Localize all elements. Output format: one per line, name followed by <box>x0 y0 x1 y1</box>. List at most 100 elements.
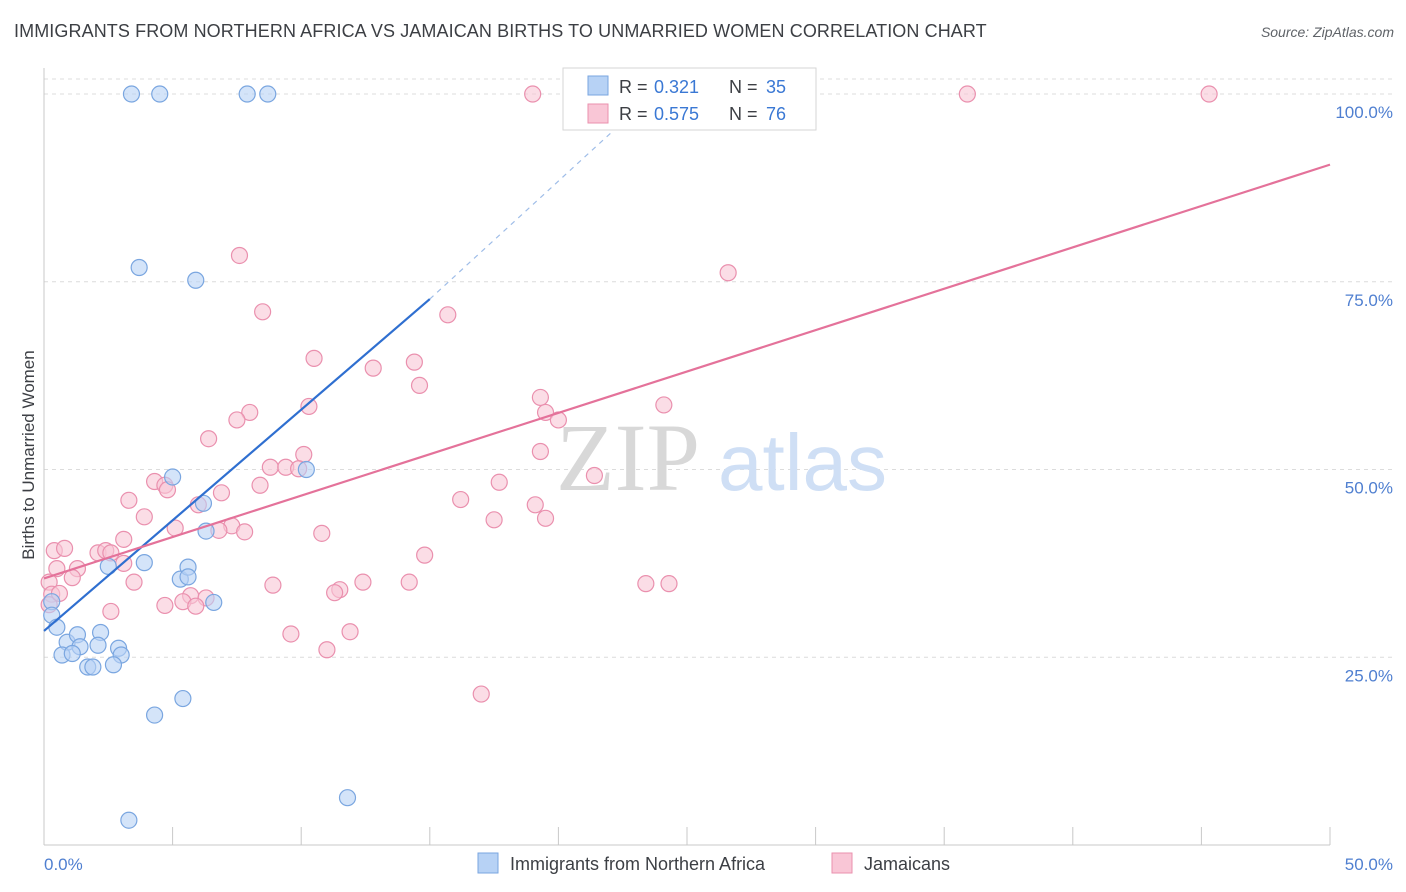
point-jamaicans <box>1200 85 1218 103</box>
point-jamaicans <box>241 403 259 422</box>
point-jamaicans <box>313 524 331 542</box>
watermark: ZIP atlas <box>556 404 887 511</box>
trend-extension-northern-africa <box>429 114 631 300</box>
legend-n-value: 35 <box>766 77 786 97</box>
point-jamaicans <box>228 411 246 429</box>
y-tick-label: 25.0% <box>1345 666 1393 685</box>
point-jamaicans <box>341 623 359 641</box>
point-jamaicans <box>439 306 457 324</box>
point-jamaicans <box>230 246 249 265</box>
point-northern-africa <box>63 644 81 663</box>
point-northern-africa <box>130 258 148 277</box>
point-jamaicans <box>326 584 344 602</box>
point-northern-africa <box>122 85 141 103</box>
y-tick-label: 50.0% <box>1345 479 1393 498</box>
point-jamaicans <box>531 442 549 461</box>
point-northern-africa <box>338 789 357 807</box>
point-northern-africa <box>89 636 107 654</box>
point-jamaicans <box>364 359 382 377</box>
point-jamaicans <box>282 625 300 643</box>
point-northern-africa <box>194 494 213 512</box>
x-tick-label: 0.0% <box>44 855 83 874</box>
legend-n-value: 76 <box>766 104 786 124</box>
y-axis-label: Births to Unmarried Women <box>19 350 38 559</box>
legend-swatch-pink <box>587 103 609 124</box>
legend-label-northern-africa: Immigrants from Northern Africa <box>510 854 766 874</box>
y-tick-labels: 25.0% 50.0% 75.0% 100.0% <box>1335 103 1393 685</box>
point-jamaicans <box>354 573 372 591</box>
point-jamaicans <box>295 445 313 464</box>
point-jamaicans <box>536 509 555 527</box>
point-jamaicans <box>187 597 205 615</box>
point-jamaicans <box>156 596 174 615</box>
legend-n-label: N = <box>729 104 758 124</box>
point-northern-africa <box>84 658 102 676</box>
point-jamaicans <box>531 388 549 407</box>
legend-n-label: N = <box>729 77 758 97</box>
point-northern-africa <box>205 593 223 612</box>
point-jamaicans <box>719 264 737 282</box>
point-jamaicans <box>655 396 673 414</box>
point-northern-africa <box>174 689 192 708</box>
point-jamaicans <box>254 303 272 321</box>
legend-swatch-northern-africa <box>477 852 499 874</box>
point-northern-africa <box>135 554 153 572</box>
point-jamaicans <box>115 530 133 548</box>
point-northern-africa <box>104 656 123 674</box>
point-jamaicans <box>958 85 976 103</box>
point-northern-africa <box>259 85 277 103</box>
data-points <box>40 85 1218 829</box>
y-tick-label: 75.0% <box>1345 291 1393 310</box>
point-jamaicans <box>236 523 254 541</box>
point-northern-africa <box>164 468 182 486</box>
point-jamaicans <box>102 602 120 621</box>
x-tick-labels: 0.0% 50.0% <box>44 855 1393 874</box>
x-tick-label: 50.0% <box>1345 855 1393 874</box>
point-jamaicans <box>416 546 434 564</box>
source-label: Source: ZipAtlas.com <box>1260 24 1394 40</box>
point-northern-africa <box>238 85 256 103</box>
point-jamaicans <box>251 476 269 494</box>
point-jamaicans <box>120 491 138 509</box>
gridlines <box>44 78 1392 658</box>
point-jamaicans <box>400 573 418 591</box>
legend-r-value: 0.321 <box>654 77 699 97</box>
trend-lines <box>43 114 1331 632</box>
y-tick-label: 100.0% <box>1335 103 1393 122</box>
point-jamaicans <box>318 641 336 659</box>
trend-line-northern-africa <box>43 298 431 632</box>
point-jamaicans <box>485 511 503 529</box>
point-jamaicans <box>405 353 423 371</box>
legend-swatch-jamaicans <box>831 852 853 874</box>
point-jamaicans <box>526 496 544 514</box>
point-jamaicans <box>125 573 143 591</box>
legend-r-label: R = <box>619 104 648 124</box>
point-jamaicans <box>472 685 490 703</box>
point-jamaicans <box>135 508 153 526</box>
watermark-atlas: atlas <box>718 418 887 507</box>
axes <box>43 68 1331 846</box>
point-jamaicans <box>305 349 323 367</box>
point-jamaicans <box>585 466 604 485</box>
point-jamaicans <box>261 458 279 476</box>
point-jamaicans <box>55 539 74 557</box>
point-jamaicans <box>637 575 655 593</box>
point-jamaicans <box>524 85 542 103</box>
point-jamaicans <box>410 376 429 394</box>
point-jamaicans <box>452 490 470 509</box>
point-northern-africa <box>48 618 66 636</box>
point-northern-africa <box>297 460 315 479</box>
chart-title: IMMIGRANTS FROM NORTHERN AFRICA VS JAMAI… <box>14 21 987 41</box>
point-jamaicans <box>490 473 508 491</box>
point-northern-africa <box>187 271 205 289</box>
point-northern-africa <box>145 706 164 724</box>
trend-line-jamaicans <box>43 163 1331 580</box>
point-jamaicans <box>264 576 282 594</box>
point-northern-africa <box>179 568 197 586</box>
legend-r-value: 0.575 <box>654 104 699 124</box>
point-northern-africa <box>151 85 169 103</box>
point-jamaicans <box>300 397 318 416</box>
watermark-zip: ZIP <box>556 404 700 511</box>
point-jamaicans <box>200 430 218 448</box>
